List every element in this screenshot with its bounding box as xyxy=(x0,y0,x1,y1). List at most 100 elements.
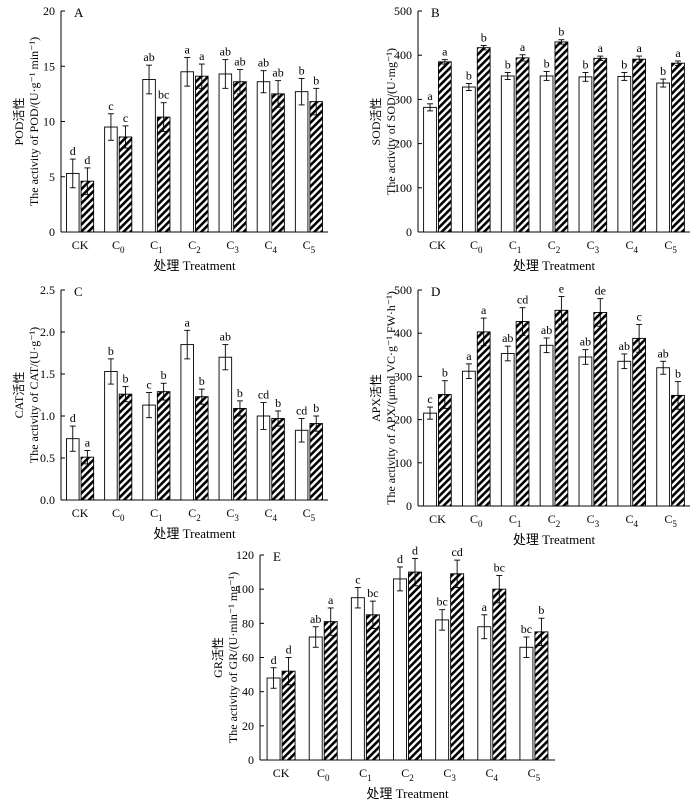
bar-open xyxy=(500,75,515,233)
significance-letter: a xyxy=(636,41,642,55)
significance-letter: ab xyxy=(220,45,231,59)
chart-panel-d: 0 100 200 300 400 500 D APX活性The activity of AP… xyxy=(369,281,690,547)
x-tick-subscript: 3 xyxy=(595,245,600,255)
x-tick-subscript: 3 xyxy=(451,773,456,783)
significance-letter: bc xyxy=(436,595,447,609)
y-tick-label: 100 xyxy=(394,456,412,470)
bar-open xyxy=(477,626,492,761)
significance-letter: a xyxy=(85,435,91,449)
bar-hatched xyxy=(450,573,465,761)
significance-letter: c xyxy=(636,310,641,324)
significance-letter: b xyxy=(544,57,550,71)
x-tick-main: C xyxy=(587,238,595,252)
significance-letter: ab xyxy=(541,323,552,337)
x-tick-subscript: 3 xyxy=(234,245,239,255)
bar-open xyxy=(617,75,632,233)
significance-letter: cd xyxy=(296,404,307,418)
significance-letter: b xyxy=(582,57,588,71)
x-tick-label: C3 xyxy=(226,238,239,255)
x-tick-main: C xyxy=(548,238,556,252)
y-axis-label: SOD活性The activity of SOD/(U·mg⁻¹) xyxy=(369,48,398,195)
x-tick-main: C xyxy=(664,238,672,252)
bar-hatched xyxy=(195,75,209,233)
x-tick-subscript: 0 xyxy=(478,245,483,255)
x-tick-subscript: 4 xyxy=(273,245,278,255)
bar-open xyxy=(500,353,515,507)
x-tick-main: C xyxy=(303,506,311,520)
x-tick-label: C4 xyxy=(265,506,278,523)
significance-letter: d xyxy=(84,153,90,167)
y-tick-label: 200 xyxy=(394,137,412,151)
significance-letter: d xyxy=(397,552,403,566)
significance-letter: c xyxy=(108,99,113,113)
x-tick-main: C xyxy=(359,766,367,780)
bar-open xyxy=(218,73,233,233)
x-tick-main: C xyxy=(112,238,120,252)
bar-open xyxy=(578,76,593,233)
bar-hatched xyxy=(632,337,646,507)
x-tick-subscript: 1 xyxy=(367,773,372,783)
significance-letter: a xyxy=(185,315,191,329)
y-tick-label: 500 xyxy=(394,283,412,297)
x-tick-subscript: 4 xyxy=(633,519,638,529)
x-axis-label: 处理 Treatment xyxy=(366,786,449,801)
significance-letter: a xyxy=(675,46,681,60)
y-axis-label: POD活性The activity of POD/(U·g⁻¹ min⁻¹) xyxy=(12,37,41,206)
x-tick-subscript: 5 xyxy=(672,245,677,255)
significance-letter: ab xyxy=(580,335,591,349)
significance-letter: b xyxy=(123,372,129,386)
significance-letter: b xyxy=(275,396,281,410)
bar-hatched xyxy=(323,621,338,761)
significance-letter: bc xyxy=(494,561,505,575)
significance-letter: b xyxy=(199,374,205,388)
x-tick-main: C xyxy=(303,238,311,252)
y-tick-label: 200 xyxy=(394,413,412,427)
x-tick-subscript: 0 xyxy=(120,513,125,523)
x-tick-label: C4 xyxy=(625,238,638,255)
x-tick-label: C3 xyxy=(226,506,239,523)
significance-letter: de xyxy=(595,284,606,298)
x-tick-label: C0 xyxy=(112,506,125,523)
bar-hatched xyxy=(554,41,569,233)
x-tick-label: C0 xyxy=(470,238,483,255)
significance-letter: cd xyxy=(258,388,269,402)
significance-letter: a xyxy=(520,40,526,54)
significance-letter: a xyxy=(481,303,487,317)
x-tick-label: C2 xyxy=(188,238,201,255)
x-tick-label: C5 xyxy=(303,238,316,255)
y-axis-label-en: The activity of APX/(μmol VC·g⁻¹ FW·h⁻¹) xyxy=(384,291,398,505)
bar-hatched xyxy=(671,394,685,507)
x-tick-subscript: 1 xyxy=(158,513,163,523)
significance-letter: b xyxy=(108,344,114,358)
y-tick-label: 20 xyxy=(242,719,254,733)
bar-hatched xyxy=(515,57,530,233)
y-axis-label-cn: CAT活性 xyxy=(12,372,26,419)
x-tick-label: C0 xyxy=(112,238,125,255)
x-tick-subscript: 2 xyxy=(196,245,201,255)
y-axis-label-en: The activity of SOD/(U·mg⁻¹) xyxy=(384,48,398,195)
x-tick-label: C1 xyxy=(509,238,522,255)
bar-hatched xyxy=(476,47,491,233)
bar-open xyxy=(180,344,194,501)
x-tick-label: C3 xyxy=(443,766,456,783)
bar-hatched xyxy=(233,81,247,233)
significance-letter: cd xyxy=(451,545,462,559)
x-tick-main: CK xyxy=(72,506,89,520)
x-tick-subscript: 5 xyxy=(311,513,316,523)
bar-hatched xyxy=(437,61,452,233)
y-tick-label: 120 xyxy=(236,548,254,562)
bar-open xyxy=(294,91,309,233)
y-tick-label: 500 xyxy=(394,4,412,18)
x-tick-main: C xyxy=(226,506,234,520)
x-tick-main: CK xyxy=(429,238,446,252)
x-tick-label: CK xyxy=(273,766,290,780)
bar-hatched xyxy=(593,57,608,233)
bar-open xyxy=(104,371,118,501)
bar-hatched xyxy=(492,588,507,761)
x-tick-label: C1 xyxy=(509,512,522,529)
bar-hatched xyxy=(118,393,133,501)
bar-open xyxy=(435,619,450,761)
